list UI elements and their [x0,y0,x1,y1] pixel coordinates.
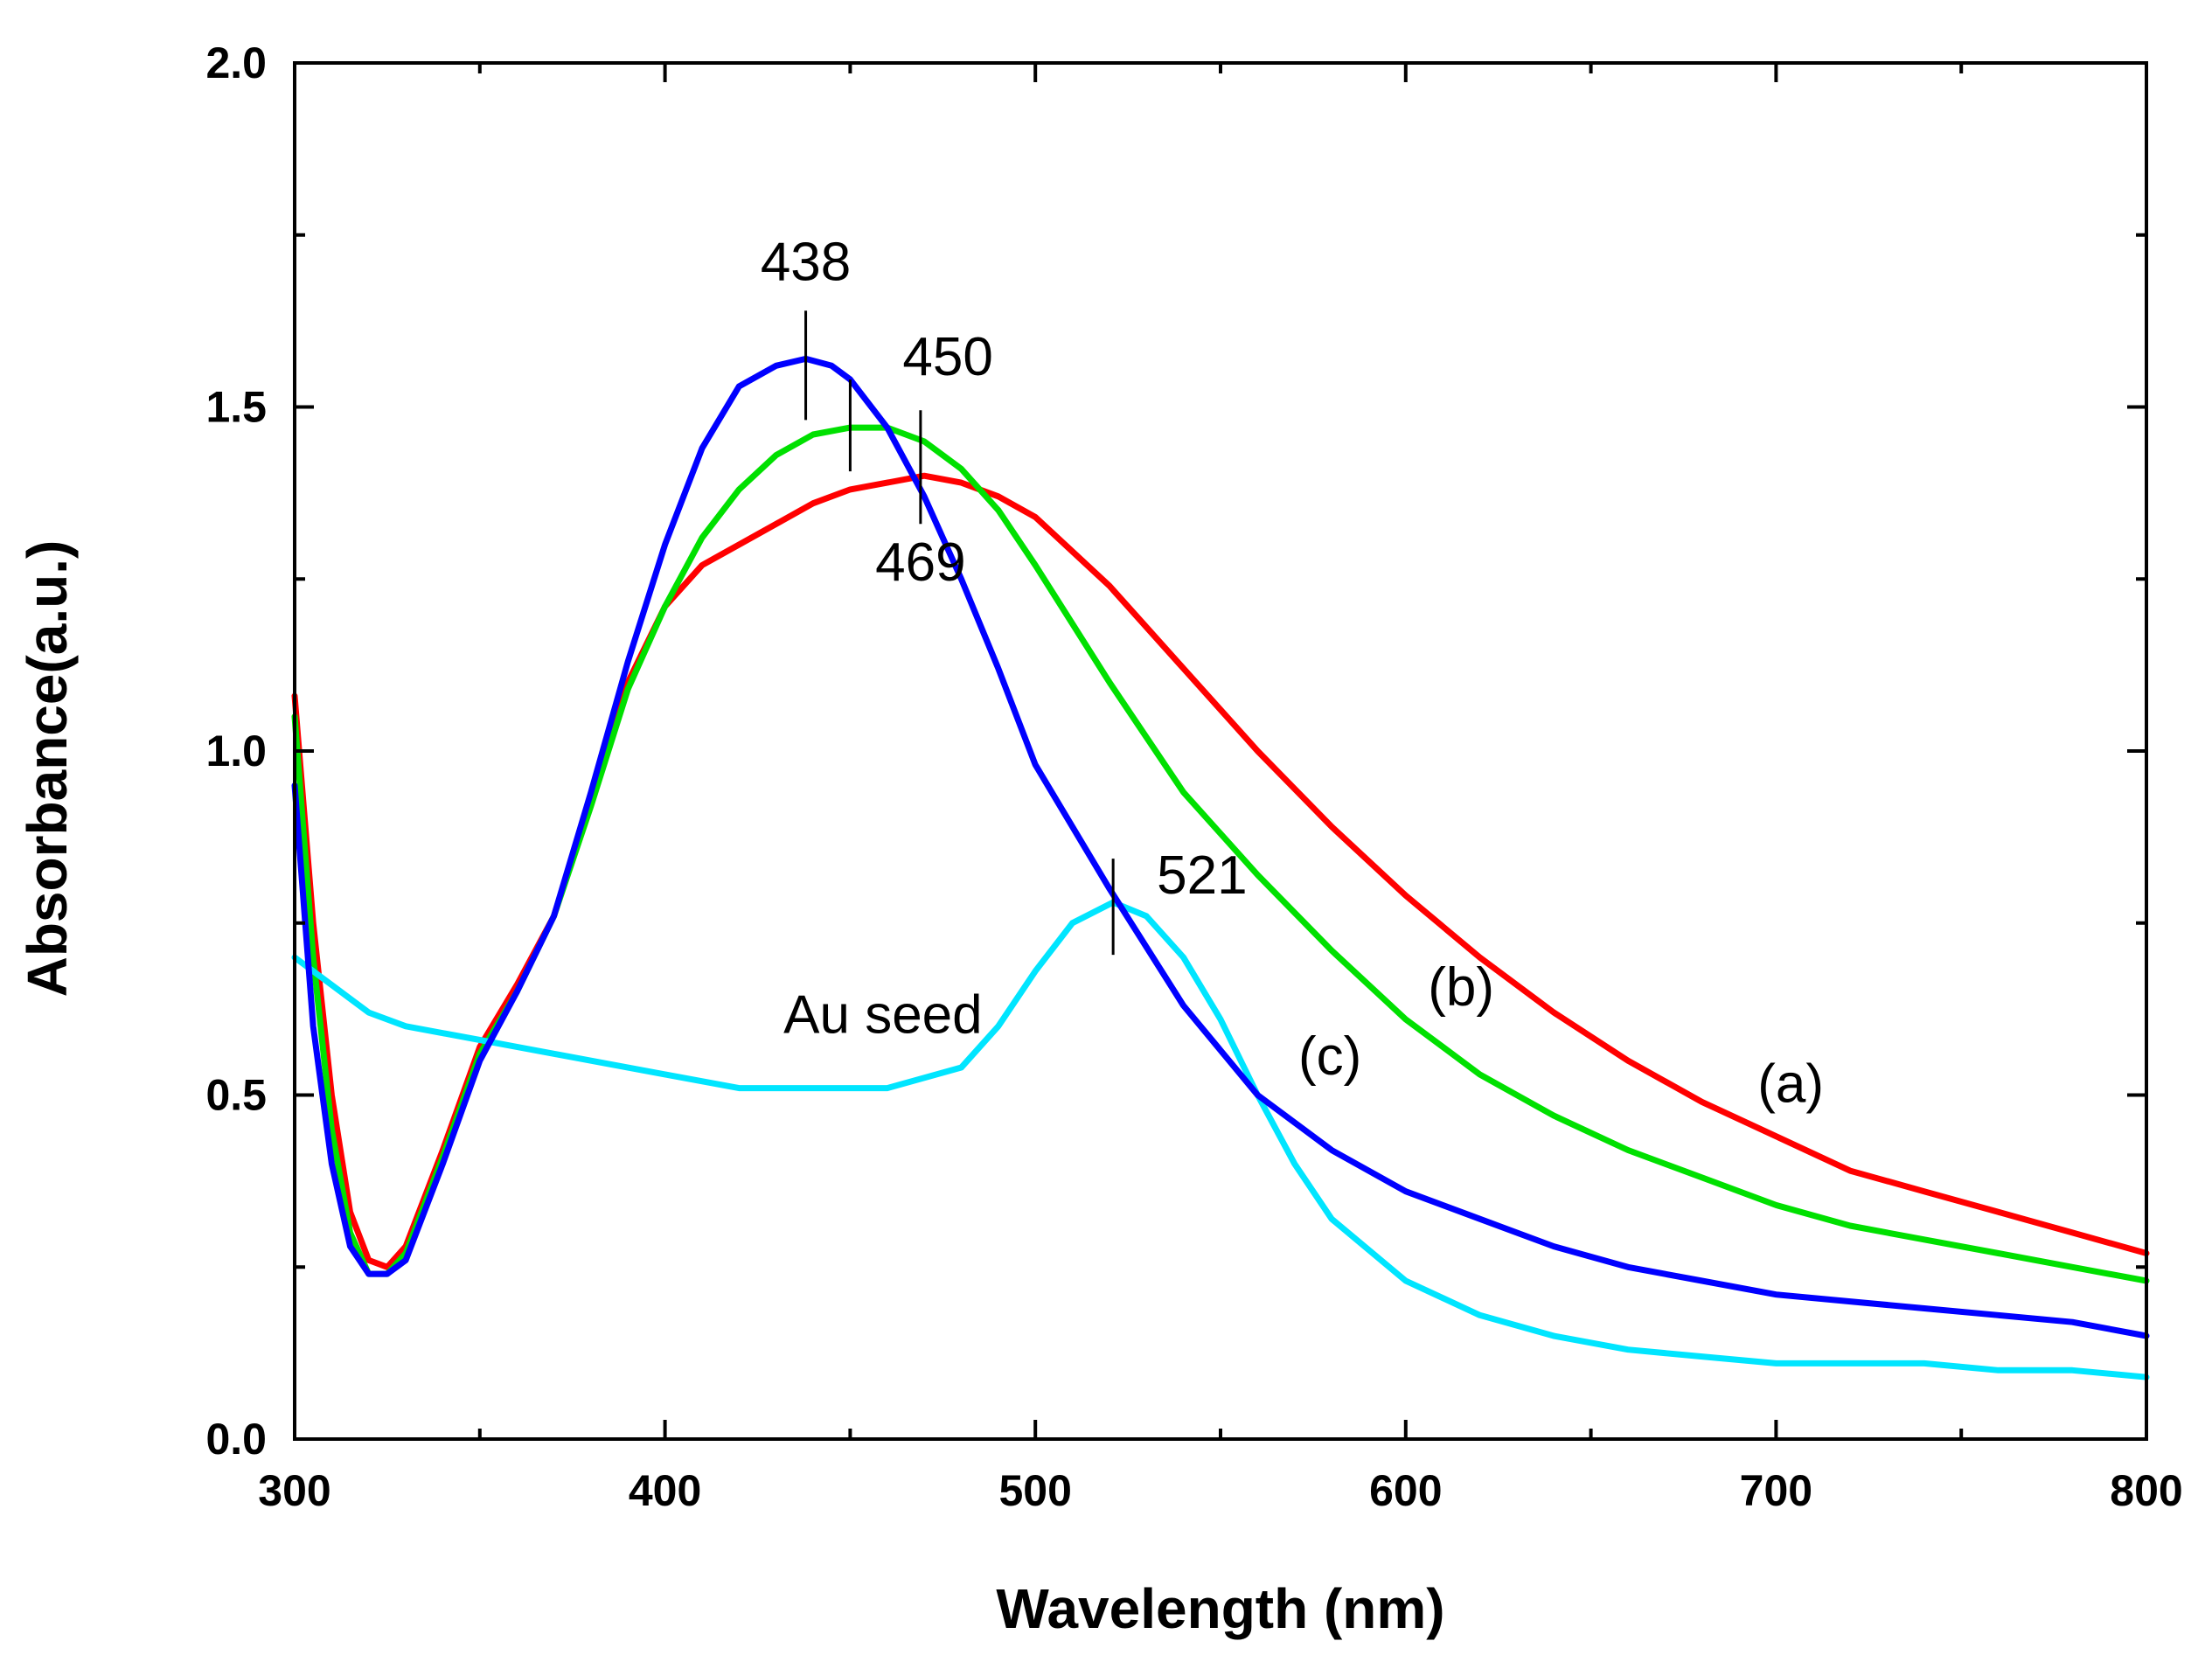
y-tick-label: 0.5 [205,1071,267,1120]
series-label-a: (a) [1757,1054,1824,1114]
axis-ticks-layer: 300 400 500 600 700 800 0.0 0.5 1.0 1.5 2.0 [205,38,2182,1515]
series-label-b: (b) [1428,957,1494,1018]
series-label-au-seed: Au seed [783,985,983,1046]
y-tick-label: 1.0 [205,727,267,775]
series-line-c [291,355,2150,1339]
peak-label-438: 438 [761,232,851,292]
x-tick-label: 400 [629,1466,701,1515]
peak-label-450: 450 [902,327,992,387]
x-tick-label: 600 [1369,1466,1442,1515]
y-tick-label: 0.0 [205,1415,267,1464]
x-tick-label: 800 [2110,1466,2182,1515]
x-axis-title: Wavelength (nm) [996,1577,1444,1640]
y-axis-title: Absorbance(a.u.) [16,540,79,998]
y-tick-label: 1.5 [205,383,267,432]
peak-label-469: 469 [875,532,965,593]
x-tick-label: 300 [258,1466,330,1515]
peak-label-521: 521 [1157,845,1247,906]
y-tick-label: 2.0 [205,38,267,87]
x-tick-label: 500 [998,1466,1071,1515]
plot-frame [293,61,2148,1441]
annotation-layer: 438 450 469 521 (a) (b) (c) Au seed [761,232,1824,1114]
peak-markers-layer [804,310,1115,956]
series-label-c: (c) [1298,1026,1361,1087]
x-tick-label: 700 [1740,1466,1812,1515]
